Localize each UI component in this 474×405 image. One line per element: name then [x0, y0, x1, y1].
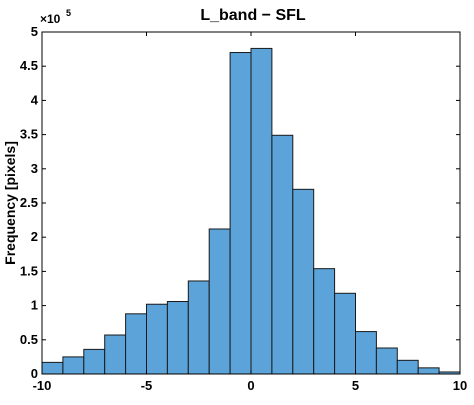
- histogram-bar: [208, 228, 231, 375]
- tick-labels-group: -10 -5 0 5 10 0 0.5 1 1.5 2 2.5 3 3.5 4 4.5 5: [20, 24, 467, 393]
- y-tick-label: 2.5: [20, 195, 38, 210]
- histogram-bar: [187, 280, 210, 375]
- histogram-bar: [355, 331, 377, 375]
- y-tick-label: 3: [31, 161, 38, 176]
- y-tick-label: 4: [31, 92, 39, 107]
- y-tick-label: 0: [31, 366, 38, 381]
- x-tick-label: 10: [453, 378, 467, 393]
- y-tick-label: 5: [31, 24, 38, 39]
- plot-frame: [41, 31, 461, 375]
- histogram-bar: [396, 359, 419, 375]
- y-tick-label: 3.5: [20, 127, 38, 142]
- histogram-bar: [271, 134, 294, 375]
- y-tick-label: 1.5: [20, 263, 38, 278]
- bars-group: [41, 47, 461, 375]
- histogram-bar: [104, 334, 127, 375]
- histogram-bar: [292, 188, 315, 375]
- histogram-bar: [62, 356, 85, 375]
- histogram-bar: [250, 47, 273, 375]
- histogram-bar: [229, 52, 252, 375]
- x-tick-label: -5: [141, 378, 153, 393]
- histogram-bar: [146, 303, 168, 375]
- x-tick-label: 5: [352, 378, 359, 393]
- histogram-bar: [417, 367, 440, 375]
- y-exponent-power: 5: [66, 8, 71, 18]
- chart-title: L_band − SFL: [200, 7, 306, 24]
- histogram-bar: [313, 268, 336, 375]
- histogram-bar: [375, 347, 398, 375]
- y-tick-label: 0.5: [20, 332, 38, 347]
- histogram-bar: [166, 300, 189, 375]
- y-axis-label: Frequency [pixels]: [2, 141, 18, 265]
- histogram-bar: [83, 348, 106, 375]
- histogram-bar: [334, 292, 357, 375]
- y-tick-label: 4.5: [20, 58, 38, 73]
- y-exponent-base: ×10: [40, 12, 61, 26]
- y-tick-label: 2: [31, 229, 38, 244]
- x-tick-label: -10: [33, 378, 52, 393]
- x-tick-label: 0: [247, 378, 254, 393]
- y-tick-label: 1: [31, 298, 38, 313]
- histogram-bar: [125, 313, 147, 375]
- histogram-bar: [41, 361, 64, 375]
